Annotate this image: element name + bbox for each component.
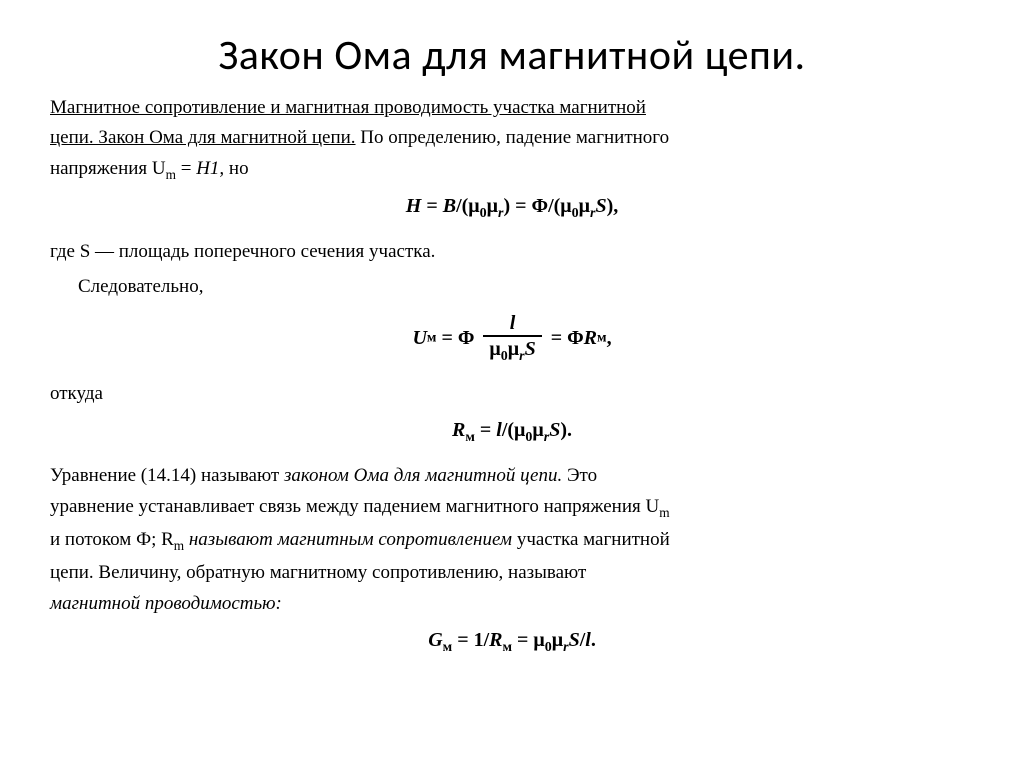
para-a: Уравнение (14.14) называют	[50, 465, 284, 486]
f3-r: R	[452, 419, 465, 441]
f2-tail-r: R	[584, 327, 597, 349]
intro-line3-c: H1,	[196, 158, 224, 179]
f1-j: μ	[579, 195, 590, 217]
f2-den-s: S	[525, 338, 536, 360]
f4-c: μ	[552, 629, 563, 651]
f4-sub2: м	[502, 640, 512, 655]
f2-eq1: = Φ	[436, 327, 479, 349]
page-title: Закон Ома для магнитной цепи.	[50, 30, 974, 81]
f3-s: S	[549, 419, 560, 441]
f2-um: U	[412, 327, 426, 349]
text-whence: откуда	[50, 378, 974, 409]
f1-l: S	[595, 195, 606, 217]
intro-line3-a: напряжения U	[50, 158, 166, 179]
main-paragraph: Уравнение (14.14) называют законом Ома д…	[50, 460, 974, 620]
f1-c: B	[443, 195, 456, 217]
f2-den: μ0μrS	[483, 337, 541, 364]
f3-sub: м	[465, 430, 475, 445]
para-d: уравнение устанавливает связь между паде…	[50, 496, 659, 517]
f3-b: μ	[532, 419, 543, 441]
formula-rm: Rм = l/(μ0μrS).	[50, 419, 974, 446]
f4-end: .	[591, 629, 596, 651]
f4-sub1: м	[443, 640, 453, 655]
intro-underlined-1: Магнитное сопротивление и магнитная пров…	[50, 97, 646, 118]
intro-line3-sub: m	[166, 167, 176, 182]
f1-h: ) = Φ/(μ	[503, 195, 571, 217]
text-where-s: где S — площадь поперечного сечения учас…	[50, 236, 974, 267]
f4-a: = 1/	[452, 629, 489, 651]
f1-f: μ	[487, 195, 498, 217]
formula-h: H = B/(μ0μr) = Φ/(μ0μrS),	[50, 195, 974, 222]
para-i: магнитной проводимостью:	[50, 593, 282, 614]
f2-num: l	[483, 313, 541, 337]
f1-d: /(μ	[456, 195, 480, 217]
intro-line3-d: но	[224, 158, 248, 179]
f4-s: S	[569, 629, 580, 651]
f3-a: /(μ	[502, 419, 526, 441]
f1-i: 0	[572, 206, 579, 221]
f3-end: ).	[560, 419, 572, 441]
intro-paragraph: Магнитное сопротивление и магнитная пров…	[50, 93, 974, 185]
f1-b: =	[421, 195, 442, 217]
para-e: и потоком Ф; R	[50, 529, 174, 550]
f4-b: = μ	[512, 629, 545, 651]
f2-sub-m: м	[427, 330, 437, 345]
f4-0: 0	[545, 640, 552, 655]
para-h: цепи. Величину, обратную магнитному сопр…	[50, 562, 586, 583]
f2-tail-sub: м	[597, 330, 607, 345]
para-g: участка магнитной	[512, 529, 670, 550]
f2-den-b: μ	[508, 338, 519, 360]
para-c: Это	[562, 465, 597, 486]
f4-r: R	[489, 629, 502, 651]
intro-underlined-2: цепи. Закон Ома для магнитной цепи.	[50, 127, 356, 148]
text-consequently: Следовательно,	[50, 271, 974, 302]
f4-g: G	[428, 629, 442, 651]
para-b: законом Ома для магнитной цепи.	[284, 465, 562, 486]
f1-a: H	[406, 195, 422, 217]
f1-e: 0	[480, 206, 487, 221]
f1-m: ),	[607, 195, 619, 217]
f2-tail-a: = Φ	[546, 327, 584, 349]
intro-rest: По определению, падение магнитного	[356, 127, 670, 148]
f3-eq: =	[475, 419, 496, 441]
intro-line3-b: =	[176, 158, 196, 179]
para-f: называют магнитным сопротивлением	[184, 529, 512, 550]
f2-tail-dot: ,	[607, 327, 612, 349]
formula-gm: Gм = 1/Rм = μ0μrS/l.	[50, 629, 974, 656]
para-e-sub: m	[174, 538, 184, 553]
f2-fraction: lμ0μrS	[483, 313, 541, 364]
f2-den-0: 0	[501, 349, 508, 364]
para-d-sub: m	[659, 505, 669, 520]
formula-um: Uм = Φ lμ0μrS = ΦRм,	[50, 313, 974, 364]
f2-den-a: μ	[489, 338, 500, 360]
